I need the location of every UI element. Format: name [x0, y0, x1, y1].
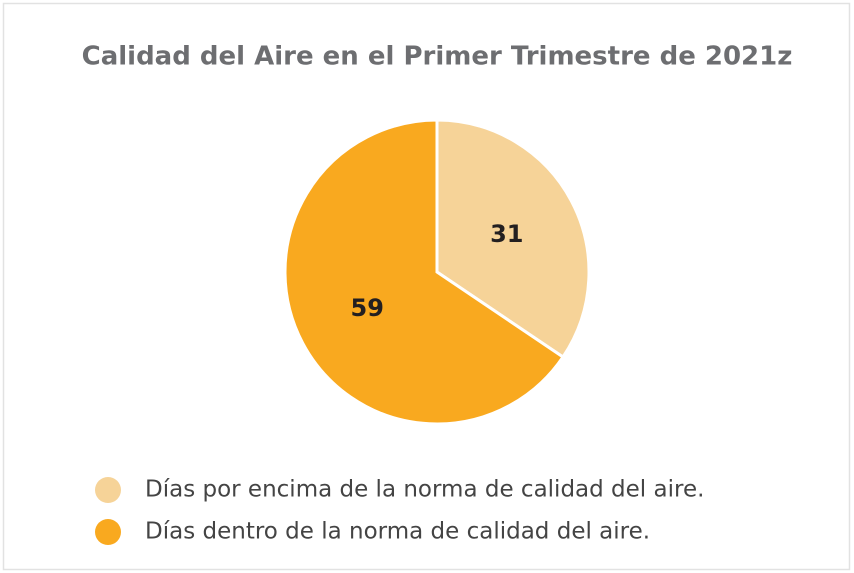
- legend-label: Días dentro de la norma de calidad del a…: [145, 519, 650, 545]
- pie-slice: [283, 118, 566, 426]
- legend-label: Días por encima de la norma de calidad d…: [145, 477, 704, 503]
- legend-swatch: [95, 477, 121, 503]
- pie-slice: [435, 118, 591, 360]
- data-label: 31: [490, 220, 523, 248]
- chart-title: Calidad del Aire en el Primer Trimestre …: [82, 42, 793, 72]
- legend-swatch: [95, 519, 121, 545]
- data-label: 59: [351, 294, 384, 322]
